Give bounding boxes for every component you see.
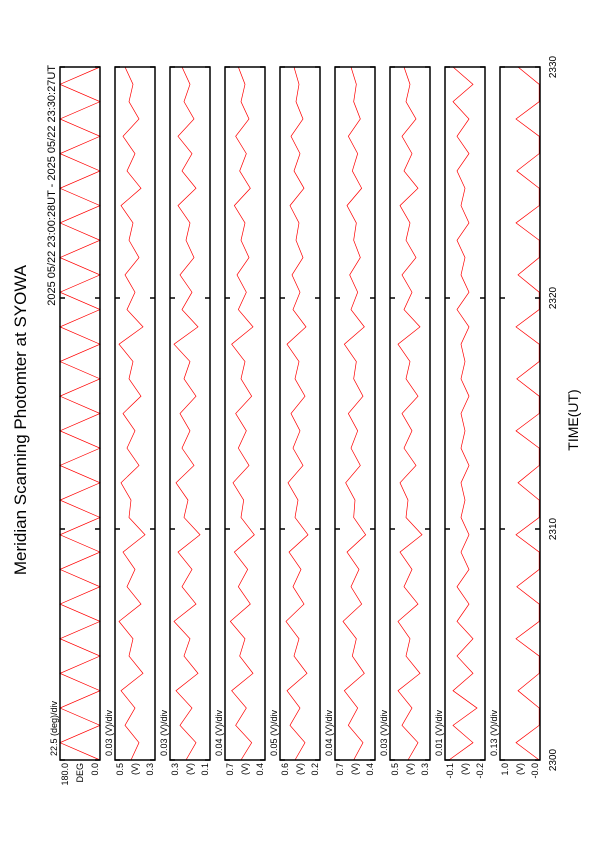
y-unit-label: (V) xyxy=(460,763,470,775)
y-tick-label: 0.3 xyxy=(170,763,180,776)
y-unit-label: (V) xyxy=(350,763,360,775)
data-line xyxy=(397,66,423,761)
y-unit-label: (V) xyxy=(515,763,525,775)
y-tick-label: -0.2 xyxy=(475,763,485,779)
y-unit-label: (V) xyxy=(295,763,305,775)
y-tick-label: 0.1 xyxy=(200,763,210,776)
panel-scale-label: 0.01 (V)/div xyxy=(434,709,444,756)
y-unit-label: (V) xyxy=(240,763,250,775)
x-tick-label: 2330 xyxy=(548,55,559,78)
data-line xyxy=(59,66,101,761)
x-tick-label: 2300 xyxy=(548,748,559,771)
data-line xyxy=(342,66,367,761)
y-tick-label: -0.1 xyxy=(445,763,455,779)
data-line xyxy=(118,66,146,761)
data-line xyxy=(285,66,309,761)
x-axis-title: TIME(UT) xyxy=(565,389,581,450)
y-tick-label: 0.5 xyxy=(390,763,400,776)
panel-scale-label: 0.13 (V)/div xyxy=(489,709,499,756)
data-line xyxy=(229,66,255,761)
panel-scale-label: 22.5 (deg)/div xyxy=(49,700,59,756)
chart-subtitle: 2025 05/22 23:00:28UT - 2025 05/22 23:30… xyxy=(46,65,58,306)
chart-title: Meridian Scanning Photomter at SYOWA xyxy=(11,264,30,575)
y-tick-label: -0.0 xyxy=(530,763,540,779)
y-tick-label: 1.0 xyxy=(500,763,510,776)
panel-frame xyxy=(444,66,486,761)
y-tick-label: 0.4 xyxy=(365,763,375,776)
x-tick-label: 2310 xyxy=(548,517,559,540)
data-line xyxy=(448,66,478,761)
panel-frame xyxy=(334,66,376,761)
panel-frame xyxy=(499,66,541,761)
y-tick-label: 0.3 xyxy=(145,763,155,776)
rotated-plot: Meridian Scanning Photomter at SYOWA 202… xyxy=(11,55,581,785)
y-tick-label: 180.0 xyxy=(60,763,70,786)
y-tick-label: 0.0 xyxy=(90,763,100,776)
data-line xyxy=(173,66,201,761)
data-line xyxy=(515,66,540,761)
y-tick-label: 0.4 xyxy=(255,763,265,776)
panel-frame xyxy=(389,66,431,761)
panel-frame xyxy=(114,66,156,761)
panel-scale-label: 0.03 (V)/div xyxy=(379,709,389,756)
panel-scale-label: 0.04 (V)/div xyxy=(214,709,224,756)
y-tick-label: 0.5 xyxy=(115,763,125,776)
y-unit-label: (V) xyxy=(405,763,415,775)
panel-scale-label: 0.03 (V)/div xyxy=(159,709,169,756)
y-unit-label: DEG xyxy=(75,763,85,783)
y-unit-label: (V) xyxy=(185,763,195,775)
y-tick-label: 0.3 xyxy=(420,763,430,776)
panel-frame xyxy=(224,66,266,761)
y-unit-label: (V) xyxy=(130,763,140,775)
y-tick-label: 0.6 xyxy=(280,763,290,776)
panel-scale-label: 0.03 (V)/div xyxy=(104,709,114,756)
panel-frame xyxy=(59,66,101,761)
y-tick-label: 0.7 xyxy=(225,763,235,776)
panel-frame xyxy=(169,66,211,761)
panel-scale-label: 0.04 (V)/div xyxy=(324,709,334,756)
panel-scale-label: 0.05 (V)/div xyxy=(269,709,279,756)
x-tick-label: 2320 xyxy=(548,286,559,309)
panel-frame xyxy=(279,66,321,761)
y-tick-label: 0.2 xyxy=(310,763,320,776)
y-tick-label: 0.7 xyxy=(335,763,345,776)
